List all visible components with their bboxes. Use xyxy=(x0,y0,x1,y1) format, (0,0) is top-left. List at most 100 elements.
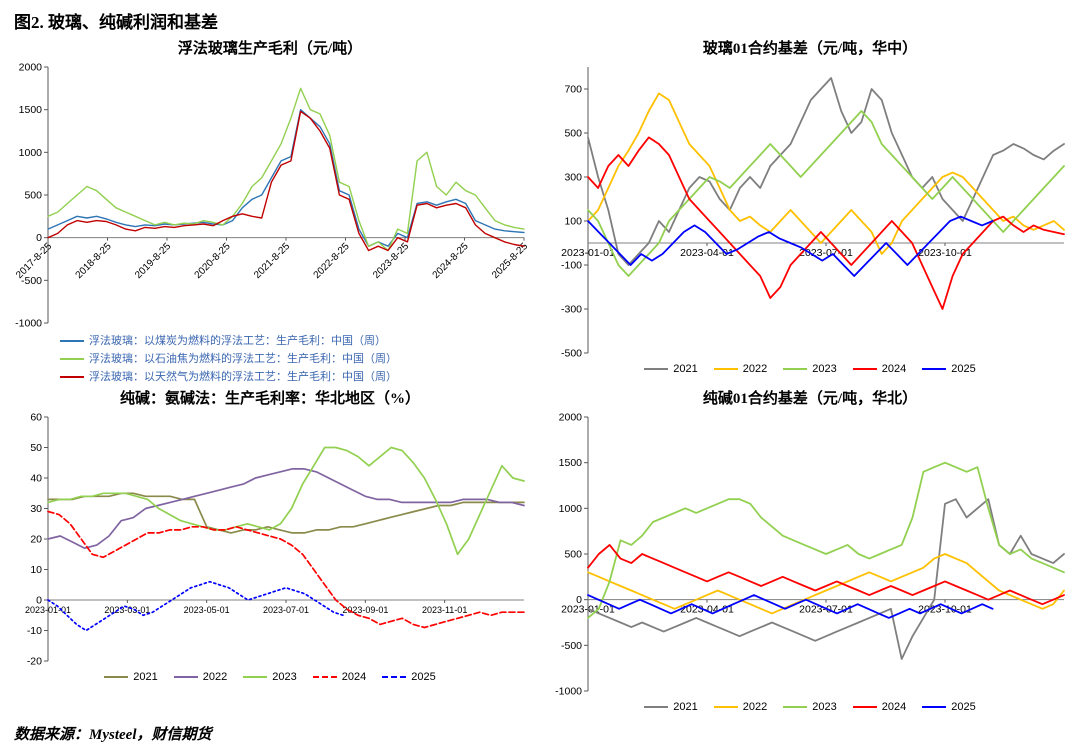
svg-text:10: 10 xyxy=(30,564,42,576)
legend-swatch xyxy=(783,706,808,709)
legend-swatch xyxy=(104,676,129,679)
legend-swatch xyxy=(382,676,407,679)
legend-item: 2022 xyxy=(713,361,768,377)
svg-text:2023-04-01: 2023-04-01 xyxy=(680,604,734,616)
chart-title: 纯碱：氨碱法：生产毛利率：华北地区（%） xyxy=(119,391,420,407)
glass-basis-plot: 700 500 300 100 -100 -300 -500 2023-01-01 2023-0… xyxy=(561,67,1065,359)
svg-text:-1000: -1000 xyxy=(15,318,42,330)
legend-label: 2024 xyxy=(341,671,367,683)
legend-label: 2023 xyxy=(812,363,837,375)
soda-margin-rate-legend: 2021 2022 2023 2024 2025 xyxy=(2,669,538,685)
legend-item: 2021 xyxy=(644,699,698,715)
legend-item: 2022 xyxy=(173,669,228,685)
legend-item: 2022 xyxy=(713,699,768,715)
legend-swatch xyxy=(60,358,84,361)
svg-text:700: 700 xyxy=(564,84,582,96)
legend-swatch xyxy=(173,676,198,679)
legend-label: 浮法玻璃：以石油焦为燃料的浮法工艺：生产毛利：中国（周） xyxy=(89,353,397,365)
svg-text:300: 300 xyxy=(564,172,582,184)
chart-float-glass-margin: 浮法玻璃生产毛利（元/吨） 2000 1500 1000 500 0 -500 -1000 2… xyxy=(0,37,540,387)
legend-swatch xyxy=(713,706,738,709)
legend-item: 2023 xyxy=(783,699,837,715)
svg-text:40: 40 xyxy=(30,473,42,485)
chart-glass-basis: 玻璃01合约基差（元/吨，华中） 700 500 300 100 -100 -300 -50… xyxy=(540,37,1080,387)
data-source: 数据来源：Mysteel，财信期货 xyxy=(14,727,212,743)
legend-swatch xyxy=(60,376,84,379)
soda-margin-rate-plot: 60 50 40 30 20 10 0 -10 -20 2023-01-01 2023-03-01 2… xyxy=(25,412,525,668)
legend-item: 2025 xyxy=(922,361,976,377)
svg-text:1500: 1500 xyxy=(559,457,583,469)
legend-item: 浮法玻璃：以煤炭为燃料的浮法工艺：生产毛利：中国（周） xyxy=(60,333,538,349)
legend-item: 2024 xyxy=(852,699,906,715)
svg-text:-1000: -1000 xyxy=(555,686,582,698)
legend-label: 浮法玻璃：以煤炭为燃料的浮法工艺：生产毛利：中国（周） xyxy=(89,335,386,347)
legend-item: 2024 xyxy=(312,669,367,685)
legend-swatch xyxy=(852,368,877,371)
legend-swatch xyxy=(243,676,268,679)
legend-label: 2022 xyxy=(202,671,228,683)
svg-text:2021-8-25: 2021-8-25 xyxy=(252,241,292,281)
svg-text:100: 100 xyxy=(564,216,582,228)
svg-text:50: 50 xyxy=(30,442,42,454)
legend-label: 2025 xyxy=(951,363,976,375)
svg-text:2020-8-25: 2020-8-25 xyxy=(193,241,233,281)
svg-text:-500: -500 xyxy=(561,640,582,652)
svg-text:20: 20 xyxy=(30,534,42,546)
svg-text:2023-01-01: 2023-01-01 xyxy=(561,247,615,259)
svg-text:2018-8-25: 2018-8-25 xyxy=(74,241,114,281)
svg-text:2023-07-01: 2023-07-01 xyxy=(799,247,853,259)
figure-title: 图2. 玻璃、纯碱利润和基差 xyxy=(14,13,218,32)
legend-item: 浮法玻璃：以石油焦为燃料的浮法工艺：生产毛利：中国（周） xyxy=(60,351,538,367)
legend-swatch xyxy=(312,676,337,679)
svg-text:2000: 2000 xyxy=(19,62,43,74)
chart-title: 玻璃01合约基差（元/吨，华中） xyxy=(702,41,918,57)
legend-swatch xyxy=(713,368,738,371)
svg-text:2022-8-25: 2022-8-25 xyxy=(312,241,352,281)
legend-item: 2021 xyxy=(644,361,698,377)
chart-title: 浮法玻璃生产毛利（元/吨） xyxy=(177,41,363,57)
legend-swatch xyxy=(644,706,669,709)
chart-title: 纯碱01合约基差（元/吨，华北） xyxy=(702,391,918,407)
legend-swatch xyxy=(783,368,808,371)
svg-text:30: 30 xyxy=(30,503,42,515)
svg-text:2000: 2000 xyxy=(559,412,583,424)
legend-label: 2025 xyxy=(951,701,976,713)
legend-item: 2021 xyxy=(104,669,158,685)
glass-basis-legend: 2021 2022 2023 2024 2025 xyxy=(542,361,1078,377)
svg-text:60: 60 xyxy=(30,412,42,424)
legend-label: 2022 xyxy=(742,363,768,375)
svg-text:2023-05-01: 2023-05-01 xyxy=(184,605,230,615)
svg-text:0: 0 xyxy=(36,595,42,607)
svg-text:-20: -20 xyxy=(27,656,42,668)
legend-item: 2025 xyxy=(922,699,976,715)
legend-label: 2023 xyxy=(272,671,297,683)
legend-label: 2021 xyxy=(673,363,698,375)
svg-text:-10: -10 xyxy=(27,625,42,637)
legend-swatch xyxy=(922,368,947,371)
charts-grid: 浮法玻璃生产毛利（元/吨） 2000 1500 1000 500 0 -500 -1000 2… xyxy=(0,33,1080,715)
svg-text:0: 0 xyxy=(576,594,582,606)
svg-text:1000: 1000 xyxy=(559,503,583,515)
legend-label: 浮法玻璃：以天然气为燃料的浮法工艺：生产毛利：中国（周） xyxy=(89,371,397,383)
legend-item: 2023 xyxy=(243,669,297,685)
svg-text:2023-11-01: 2023-11-01 xyxy=(422,605,467,615)
svg-text:-300: -300 xyxy=(561,304,582,316)
legend-item: 2023 xyxy=(783,361,837,377)
legend-label: 2022 xyxy=(742,701,768,713)
svg-text:0: 0 xyxy=(36,232,42,244)
legend-label: 2021 xyxy=(673,701,698,713)
svg-text:2024-8-25: 2024-8-25 xyxy=(431,241,471,281)
legend-label: 2021 xyxy=(133,671,158,683)
legend-item: 浮法玻璃：以天然气为燃料的浮法工艺：生产毛利：中国（周） xyxy=(60,369,538,385)
svg-text:-500: -500 xyxy=(21,275,42,287)
float-glass-margin-legend: 浮法玻璃：以煤炭为燃料的浮法工艺：生产毛利：中国（周） 浮法玻璃：以石油焦为燃料的… xyxy=(2,333,538,385)
svg-text:-100: -100 xyxy=(561,260,582,272)
svg-text:2023-01-01: 2023-01-01 xyxy=(25,605,71,615)
chart-soda-margin-rate: 纯碱：氨碱法：生产毛利率：华北地区（%） 60 50 40 30 20 10 0 -10 -20… xyxy=(0,387,540,715)
legend-label: 2025 xyxy=(411,671,436,683)
svg-text:1000: 1000 xyxy=(19,147,43,159)
legend-swatch xyxy=(60,340,84,343)
svg-text:500: 500 xyxy=(564,128,582,140)
